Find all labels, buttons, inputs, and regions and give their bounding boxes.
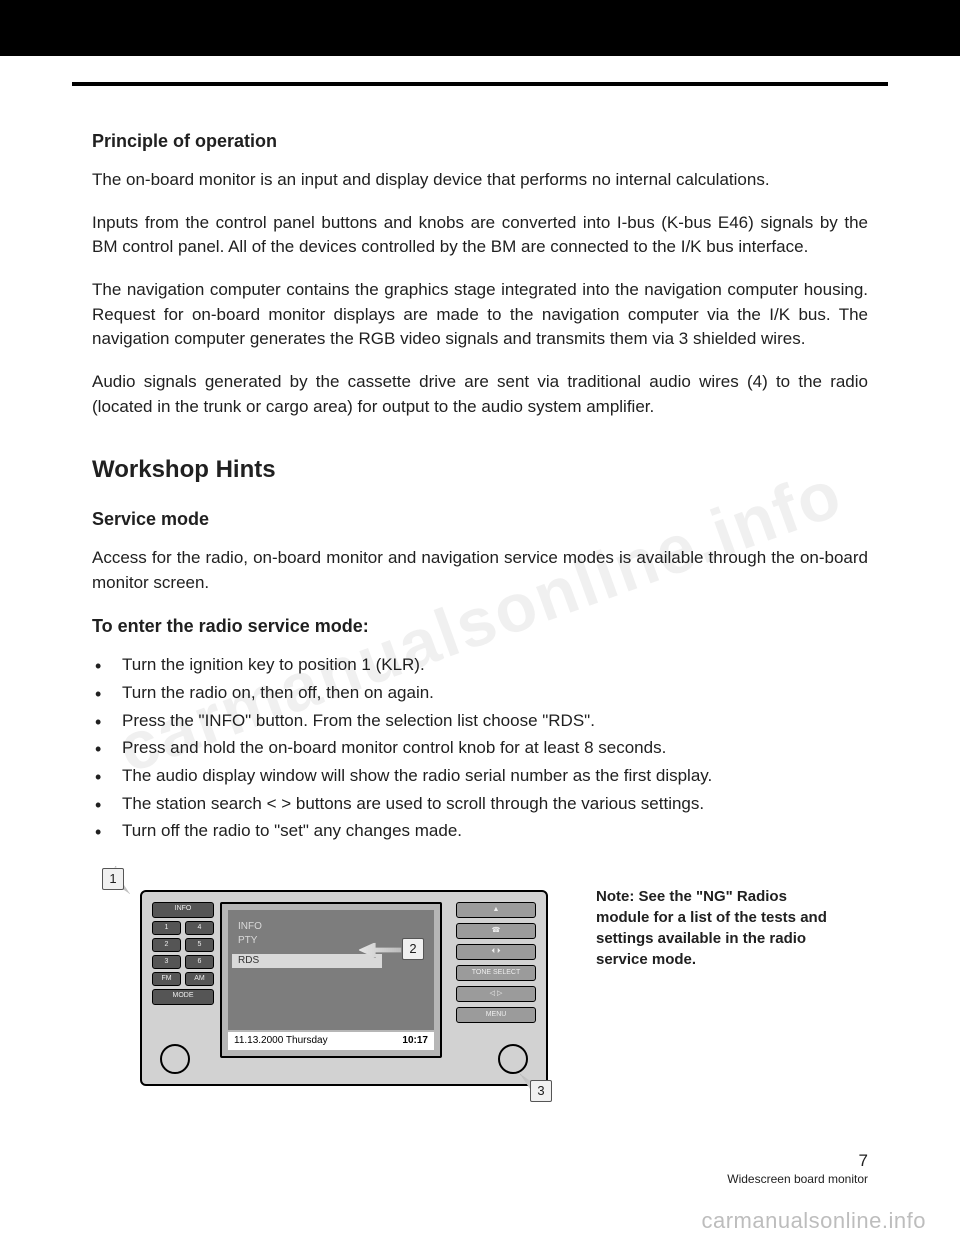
phone-button[interactable]: ☎ xyxy=(456,923,536,939)
content-area: Principle of operation The on-board moni… xyxy=(92,120,868,1128)
device-body: INFO 14 25 36 FMAM MODE INFO PTY RDS xyxy=(140,890,548,1086)
page-footer: 7 Widescreen board monitor xyxy=(727,1151,868,1186)
info-button[interactable]: INFO xyxy=(152,902,214,918)
rds-selection: RDS xyxy=(232,954,382,968)
callout-2: 2 xyxy=(380,936,416,972)
service-mode-text: Access for the radio, on-board monitor a… xyxy=(92,546,868,595)
status-bar: 11.13.2000 Thursday 10:17 xyxy=(228,1032,434,1050)
preset-button[interactable]: 3 xyxy=(152,955,181,969)
top-black-bar xyxy=(0,0,960,56)
figure-row: INFO 14 25 36 FMAM MODE INFO PTY RDS xyxy=(102,868,868,1128)
right-knob[interactable] xyxy=(498,1044,528,1074)
right-button-panel: ▲ ☎ ⏴ ⏵ TONE SELECT ◁ ▷ MENU xyxy=(456,902,536,1028)
brand-footer: carmanualsonline.info xyxy=(701,1208,926,1234)
principle-para2: Inputs from the control panel buttons an… xyxy=(92,211,868,260)
callout-number: 1 xyxy=(102,868,124,890)
am-button[interactable]: AM xyxy=(185,972,214,986)
preset-button[interactable]: 1 xyxy=(152,921,181,935)
header-rule xyxy=(72,82,888,86)
preset-button[interactable]: 6 xyxy=(185,955,214,969)
nav-arrows-button[interactable]: ◁ ▷ xyxy=(456,986,536,1002)
status-date: 11.13.2000 Thursday xyxy=(234,1034,328,1049)
screen-list-item: PTY xyxy=(238,934,262,949)
screen-list-item: INFO xyxy=(238,920,262,935)
status-time: 10:17 xyxy=(402,1034,428,1049)
mode-button[interactable]: MODE xyxy=(152,989,214,1005)
principle-para4: Audio signals generated by the cassette … xyxy=(92,370,868,419)
tone-select-button[interactable]: TONE SELECT xyxy=(456,965,536,981)
steps-list: Turn the ignition key to position 1 (KLR… xyxy=(92,653,868,843)
principle-para1: The on-board monitor is an input and dis… xyxy=(92,168,868,193)
menu-button[interactable]: MENU xyxy=(456,1007,536,1023)
device-illustration: INFO 14 25 36 FMAM MODE INFO PTY RDS xyxy=(102,868,572,1128)
preset-button[interactable]: 2 xyxy=(152,938,181,952)
enter-radio-heading: To enter the radio service mode: xyxy=(92,613,868,639)
list-item: Press the "INFO" button. From the select… xyxy=(92,709,868,734)
list-item: The audio display window will show the r… xyxy=(92,764,868,789)
preset-button[interactable]: 5 xyxy=(185,938,214,952)
service-mode-heading: Service mode xyxy=(92,506,868,532)
callout-1: 1 xyxy=(102,866,138,902)
list-item: Turn the ignition key to position 1 (KLR… xyxy=(92,653,868,678)
callout-number: 3 xyxy=(530,1080,552,1102)
list-item: Turn the radio on, then off, then on aga… xyxy=(92,681,868,706)
screen-list: INFO PTY xyxy=(238,920,262,949)
screen-frame: INFO PTY RDS 11.13.2000 Thursday 10:17 xyxy=(220,902,442,1058)
footer-title: Widescreen board monitor xyxy=(727,1172,868,1186)
figure-note: Note: See the "NG" Radios module for a l… xyxy=(596,868,836,970)
page-number: 7 xyxy=(727,1151,868,1171)
callout-number: 2 xyxy=(402,938,424,960)
left-knob[interactable] xyxy=(160,1044,190,1074)
workshop-heading: Workshop Hints xyxy=(92,453,868,488)
preset-button[interactable]: 4 xyxy=(185,921,214,935)
fm-button[interactable]: FM xyxy=(152,972,181,986)
principle-heading: Principle of operation xyxy=(92,128,868,154)
list-item: Press and hold the on-board monitor cont… xyxy=(92,736,868,761)
callout-3: 3 xyxy=(520,1074,556,1110)
eject-button[interactable]: ▲ xyxy=(456,902,536,918)
list-item: Turn off the radio to "set" any changes … xyxy=(92,819,868,844)
list-item: The station search < > buttons are used … xyxy=(92,792,868,817)
left-button-panel: INFO 14 25 36 FM AM MODE xyxy=(152,902,214,1008)
seek-button[interactable]: ⏴ ⏵ xyxy=(456,944,536,960)
principle-para3: The navigation computer contains the gra… xyxy=(92,278,868,352)
